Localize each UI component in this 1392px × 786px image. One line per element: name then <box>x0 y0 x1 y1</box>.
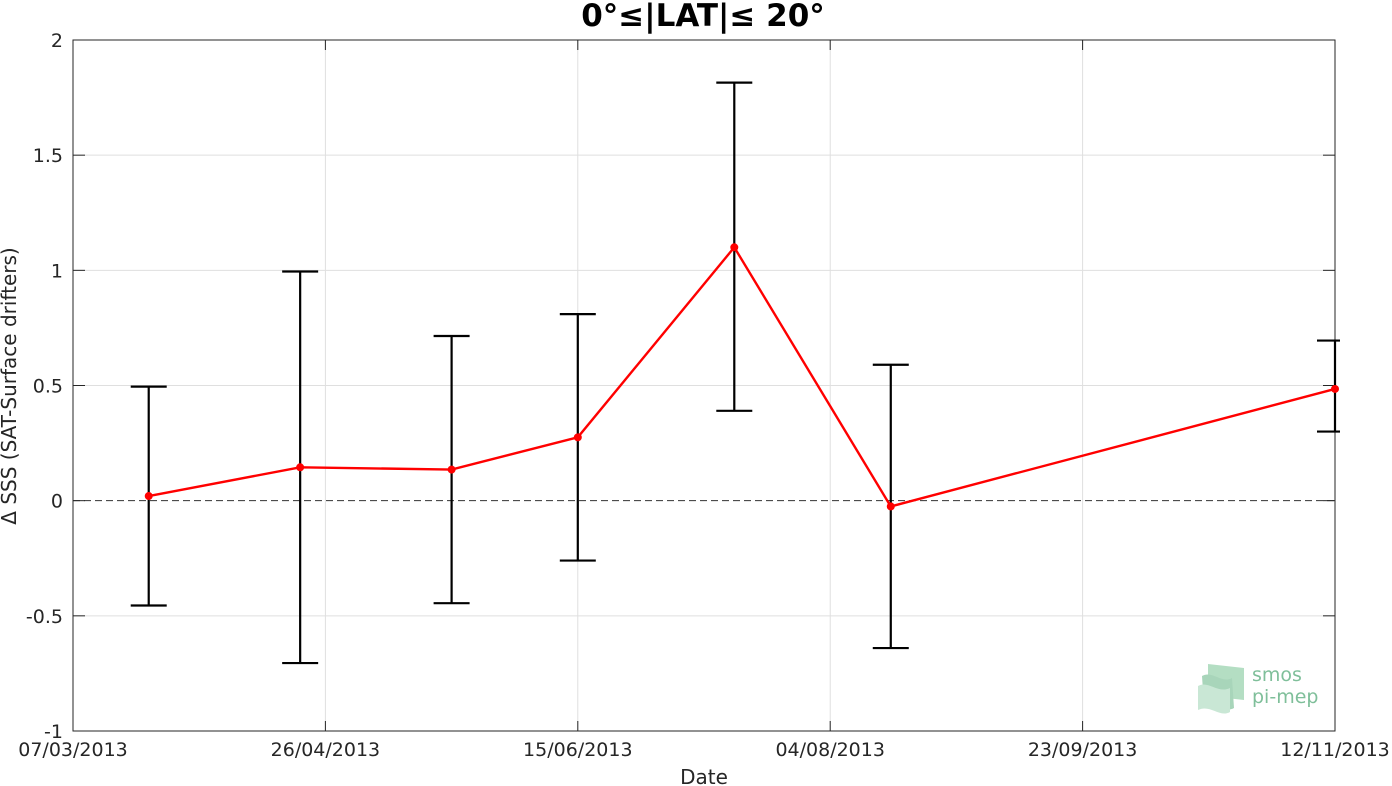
x-axis-label: Date <box>680 765 728 786</box>
series-line <box>148 245 1336 508</box>
y-tick-label: 2 <box>51 30 63 52</box>
axis-ticks: 07/03/2013 26/04/2013 15/06/2013 04/08/2013… <box>18 30 1390 761</box>
logo-text-line2: pi-mep <box>1252 686 1318 708</box>
y-tick-label: 0.5 <box>33 376 63 398</box>
data-point <box>730 243 739 252</box>
grid <box>73 40 1335 731</box>
y-tick-label: -1 <box>44 721 63 743</box>
y-axis-label: Δ SSS (SAT-Surface drifters) <box>0 247 21 524</box>
x-tick-label: 26/04/2013 <box>271 739 381 761</box>
data-point <box>296 463 305 472</box>
error-bars <box>130 81 1340 665</box>
chart-title: 0°≤|LAT|≤ 20° <box>581 0 825 34</box>
data-point <box>573 433 582 442</box>
y-tick-label: 1.5 <box>33 145 63 167</box>
wave-icon <box>1198 664 1244 714</box>
y-tick-label: 1 <box>51 260 63 282</box>
x-tick-label: 12/11/2013 <box>1280 739 1390 761</box>
data-point <box>447 465 456 474</box>
data-markers <box>144 243 1339 511</box>
x-tick-label: 15/06/2013 <box>523 739 633 761</box>
data-point <box>144 492 153 501</box>
y-tick-label: -0.5 <box>26 606 63 628</box>
smos-pi-mep-logo: smos pi-mep <box>1198 664 1318 714</box>
y-tick-label: 0 <box>51 491 63 513</box>
x-tick-label: 07/03/2013 <box>18 739 128 761</box>
x-tick-label: 23/09/2013 <box>1028 739 1138 761</box>
logo-text-line1: smos <box>1252 664 1302 686</box>
x-tick-label: 04/08/2013 <box>775 739 885 761</box>
data-point <box>886 502 895 511</box>
data-point <box>1331 384 1339 393</box>
